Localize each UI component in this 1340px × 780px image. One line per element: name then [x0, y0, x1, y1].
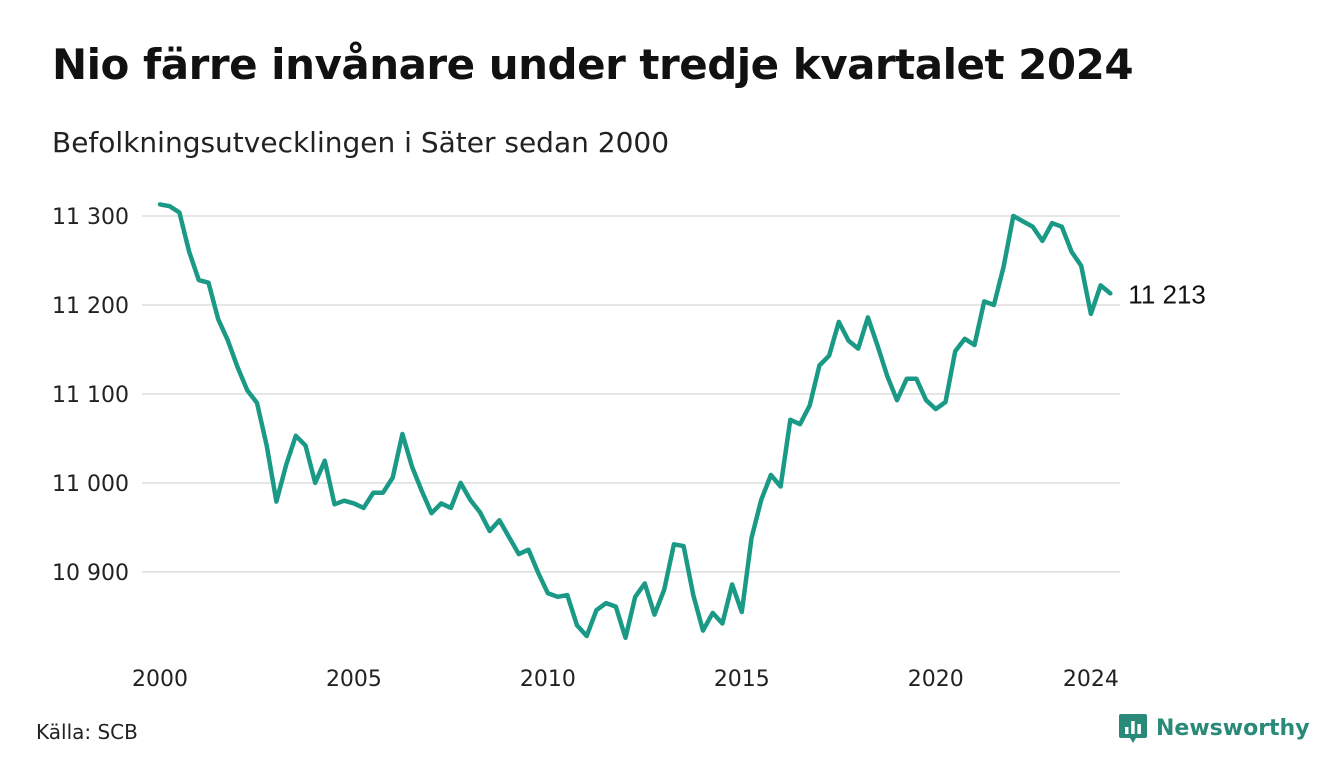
x-axis-ticks: 2000 2005 2010 2015 2020 2024	[132, 667, 1119, 692]
y-tick-label: 11 300	[52, 205, 129, 230]
x-tick-label: 2000	[132, 667, 188, 692]
source-note: Källa: SCB	[36, 720, 138, 744]
chart-title: Nio färre invånare under tredje kvartale…	[52, 40, 1134, 89]
y-tick-label: 11 000	[52, 472, 129, 497]
y-tick-label: 11 100	[52, 383, 129, 408]
end-label-layer: 11 213	[1128, 279, 1206, 309]
x-tick-label: 2015	[714, 667, 770, 692]
grid-lines	[142, 215, 1120, 573]
brand-logo[interactable]: Newsworthy	[1118, 712, 1310, 744]
series-layer	[157, 202, 1113, 641]
y-tick-label: 10 900	[52, 561, 129, 586]
brand-name: Newsworthy	[1156, 715, 1310, 741]
x-tick-label: 2010	[520, 667, 576, 692]
y-axis-ticks: 10 900 11 000 11 100 11 200 11 300	[52, 205, 129, 586]
end-value-label: 11 213	[1128, 279, 1206, 309]
newsworthy-logo-icon	[1119, 714, 1147, 743]
x-tick-label: 2020	[908, 667, 964, 692]
chart-subtitle: Befolkningsutvecklingen i Säter sedan 20…	[52, 126, 670, 159]
x-tick-label: 2024	[1063, 667, 1119, 692]
series-line	[157, 202, 1113, 641]
x-tick-label: 2005	[326, 667, 382, 692]
y-tick-label: 11 200	[52, 294, 129, 319]
